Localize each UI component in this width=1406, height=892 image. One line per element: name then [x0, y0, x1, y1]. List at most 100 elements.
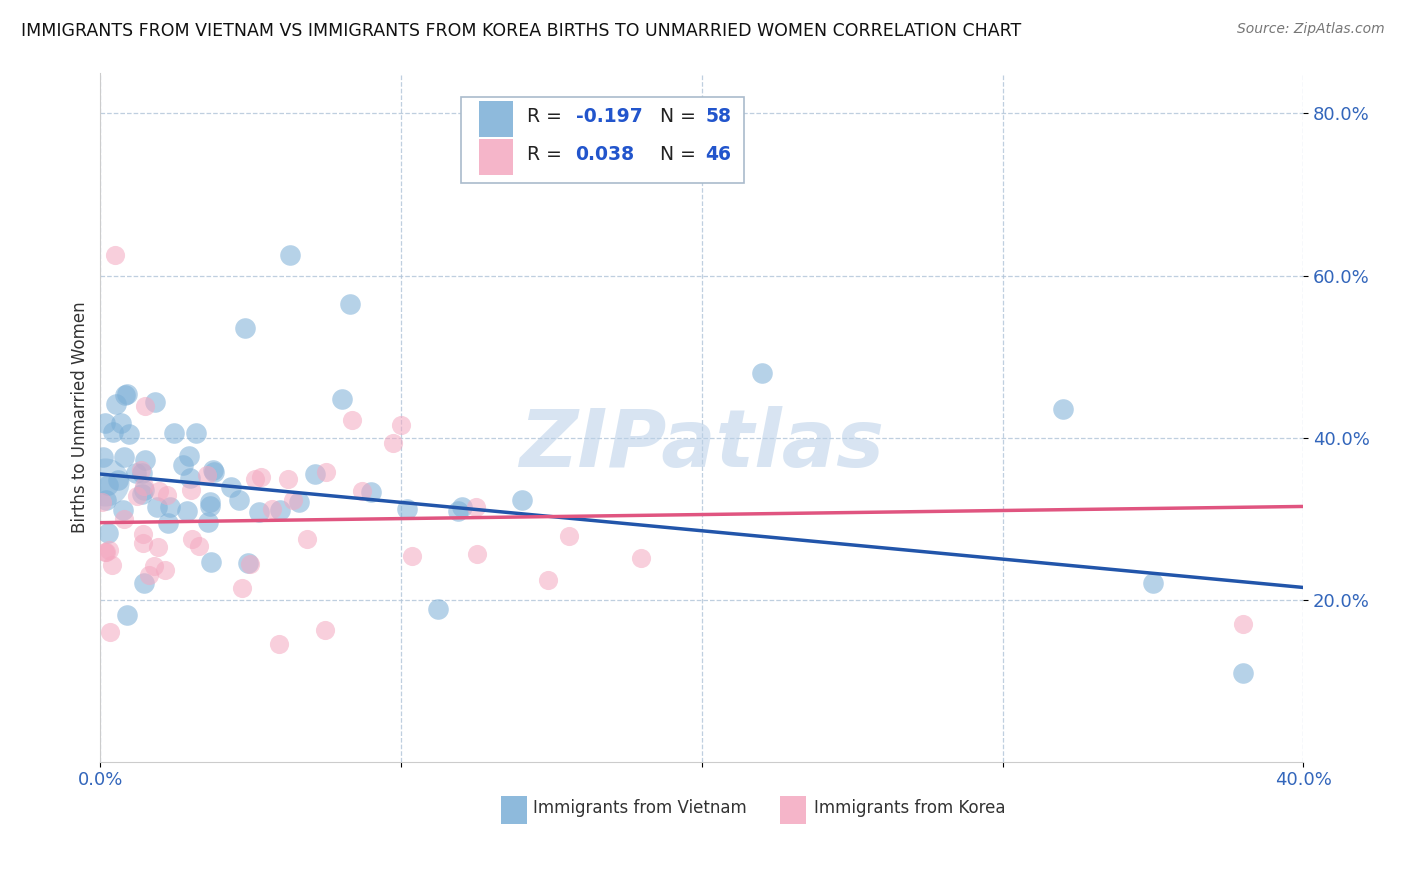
Point [198, 499, 221, 513]
Point [315, 466, 337, 480]
Point [197, 467, 219, 482]
Point [238, 557, 260, 571]
Point [98, 542, 121, 557]
Point [101, 558, 124, 573]
Point [111, 503, 134, 517]
Point [148, 483, 170, 498]
Point [134, 452, 156, 467]
Point [381, 436, 404, 450]
Text: R =: R = [527, 145, 568, 163]
FancyBboxPatch shape [501, 796, 527, 823]
Point [179, 471, 201, 485]
Point [129, 463, 152, 477]
Point [93, 416, 115, 430]
Point [181, 533, 204, 547]
Point [132, 576, 155, 591]
Point [91, 450, 114, 464]
Text: ZIPatlas: ZIPatlas [519, 406, 884, 483]
Text: N =: N = [648, 106, 702, 126]
Point [172, 458, 194, 472]
Point [401, 549, 423, 563]
Point [184, 425, 207, 440]
Point [278, 248, 301, 262]
Text: 0.038: 0.038 [575, 145, 634, 163]
Point [233, 321, 256, 335]
Point [1142, 576, 1164, 591]
Point [557, 529, 579, 543]
Point [277, 472, 299, 486]
Point [153, 563, 176, 577]
Point [260, 501, 283, 516]
Point [281, 493, 304, 508]
Point [537, 573, 560, 587]
Point [451, 500, 474, 514]
Point [202, 465, 225, 479]
Point [342, 413, 364, 427]
Point [94, 475, 117, 490]
Point [250, 470, 273, 484]
Point [231, 581, 253, 595]
Text: Immigrants from Vietnam: Immigrants from Vietnam [533, 799, 747, 817]
Point [467, 548, 489, 562]
Point [90, 495, 112, 509]
Point [131, 487, 153, 501]
Point [157, 516, 180, 531]
Point [630, 550, 652, 565]
FancyBboxPatch shape [780, 796, 807, 823]
Point [118, 426, 141, 441]
Point [132, 483, 155, 497]
Point [143, 394, 166, 409]
Text: 46: 46 [706, 145, 731, 163]
Point [94, 492, 117, 507]
Point [176, 503, 198, 517]
Point [288, 495, 311, 509]
Text: N =: N = [648, 145, 702, 163]
Point [131, 526, 153, 541]
Point [132, 536, 155, 550]
Point [1232, 616, 1254, 631]
Point [360, 484, 382, 499]
Point [330, 392, 353, 406]
Point [148, 540, 170, 554]
Point [447, 504, 470, 518]
Point [243, 472, 266, 486]
Point [159, 500, 181, 515]
Point [142, 558, 165, 573]
Point [465, 500, 488, 514]
Point [115, 607, 138, 622]
Point [201, 463, 224, 477]
Point [162, 426, 184, 441]
Text: IMMIGRANTS FROM VIETNAM VS IMMIGRANTS FROM KOREA BIRTHS TO UNMARRIED WOMEN CORRE: IMMIGRANTS FROM VIETNAM VS IMMIGRANTS FR… [21, 22, 1021, 40]
Point [138, 567, 160, 582]
Point [228, 493, 250, 508]
Point [114, 450, 136, 465]
Point [751, 366, 773, 380]
Point [219, 480, 242, 494]
Point [115, 387, 138, 401]
Text: Immigrants from Korea: Immigrants from Korea [814, 799, 1005, 817]
Point [314, 623, 336, 637]
Point [269, 637, 291, 651]
Text: R =: R = [527, 106, 568, 126]
FancyBboxPatch shape [479, 139, 513, 175]
Point [105, 397, 128, 411]
Point [94, 545, 117, 559]
FancyBboxPatch shape [461, 97, 744, 183]
Point [350, 483, 373, 498]
Point [197, 515, 219, 529]
Point [125, 466, 148, 480]
Point [96, 477, 118, 491]
Point [104, 248, 127, 262]
Point [110, 416, 132, 430]
Point [269, 503, 291, 517]
Point [94, 544, 117, 558]
Point [239, 558, 262, 572]
Point [200, 555, 222, 569]
FancyBboxPatch shape [479, 101, 513, 136]
Point [107, 473, 129, 487]
Text: Source: ZipAtlas.com: Source: ZipAtlas.com [1237, 22, 1385, 37]
Point [134, 479, 156, 493]
Point [1232, 665, 1254, 680]
Point [510, 493, 533, 508]
Text: -0.197: -0.197 [575, 106, 643, 126]
